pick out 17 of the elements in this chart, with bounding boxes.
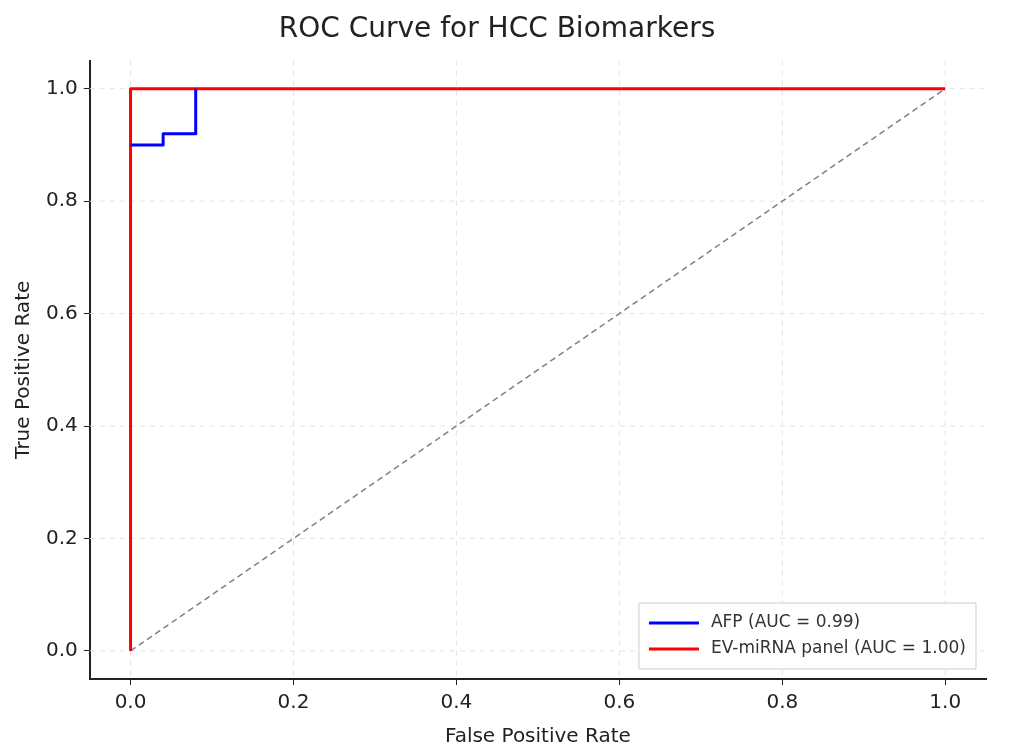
x-tick-label: 0.0 — [114, 689, 147, 714]
y-axis-title: True Positive Rate — [10, 280, 35, 460]
y-tick-label: 1.0 — [45, 74, 78, 99]
y-tick-label: 0.0 — [45, 637, 78, 662]
x-tick-label: 0.6 — [603, 689, 636, 714]
chart-title: ROC Curve for HCC Biomarkers — [278, 11, 716, 45]
legend-label: AFP (AUC = 0.99) — [710, 611, 861, 632]
x-tick-label: 0.4 — [440, 689, 473, 714]
x-axis-title: False Positive Rate — [444, 723, 631, 748]
legend-label: EV-miRNA panel (AUC = 1.00) — [710, 637, 967, 658]
x-tick-label: 1.0 — [929, 689, 962, 714]
x-tick-label: 0.8 — [766, 689, 799, 714]
y-tick-label: 0.4 — [45, 412, 78, 437]
y-tick-label: 0.8 — [45, 187, 78, 212]
y-tick-label: 0.6 — [45, 299, 78, 324]
y-tick-label: 0.2 — [45, 524, 78, 549]
x-tick-label: 0.2 — [277, 689, 310, 714]
